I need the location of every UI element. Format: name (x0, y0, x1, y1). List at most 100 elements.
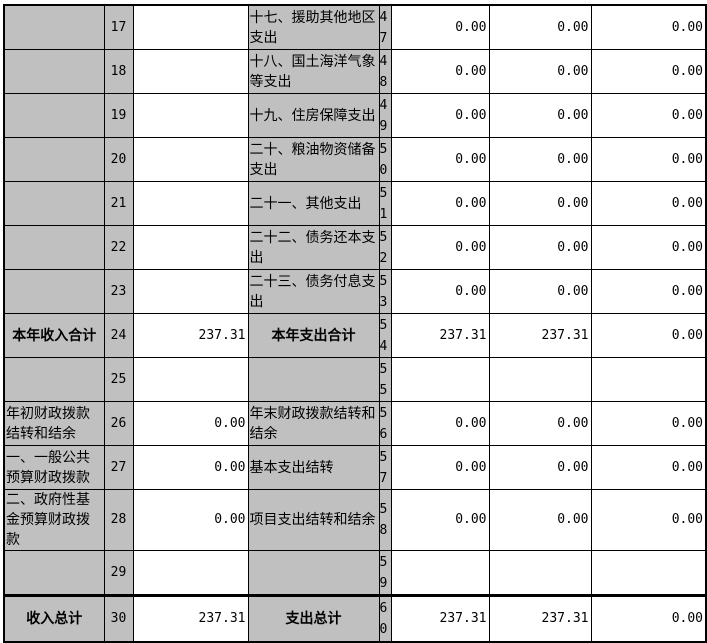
expense-row-number: 57 (378, 445, 392, 490)
income-row-number: 17 (103, 4, 134, 50)
expense-row-number: 47 (378, 4, 392, 50)
expense-item-label: 二十一、其他支出 (247, 181, 380, 226)
income-amount (132, 550, 249, 596)
expense-col3: 0.00 (590, 137, 707, 182)
expense-total: 0.00 (390, 181, 490, 226)
expense-row-number: 60 (378, 594, 392, 643)
expense-col2: 0.00 (488, 49, 592, 94)
expense-item-label: 项目支出结转和结余 (247, 489, 380, 551)
expense-total: 0.00 (390, 225, 490, 270)
expense-col2: 237.31 (488, 313, 592, 358)
income-amount (132, 49, 249, 94)
expense-total: 0.00 (390, 269, 490, 314)
expense-total: 237.31 (390, 594, 490, 643)
income-item-label (3, 269, 105, 314)
table-row: 25 55 (3, 357, 707, 402)
expense-total (390, 550, 490, 596)
income-row-number: 29 (103, 550, 134, 596)
income-amount (132, 181, 249, 226)
expense-row-number: 51 (378, 181, 392, 226)
expense-row-number: 52 (378, 225, 392, 270)
income-amount (132, 137, 249, 182)
income-amount: 237.31 (132, 594, 249, 643)
expense-total: 0.00 (390, 137, 490, 182)
expense-total: 237.31 (390, 313, 490, 358)
income-amount: 0.00 (132, 401, 249, 446)
expense-col3: 0.00 (590, 594, 707, 643)
expense-item-label: 二十、粮油物资储备支出 (247, 137, 380, 182)
income-amount: 0.00 (132, 489, 249, 551)
income-amount (132, 93, 249, 138)
income-row-number: 28 (103, 489, 134, 551)
income-amount (132, 4, 249, 50)
table-row: 年初财政拨款结转和结余 26 0.00 年末财政拨款结转和结余 56 0.00 0.00 0.… (3, 401, 707, 446)
expense-col3: 0.00 (590, 313, 707, 358)
expense-item-label: 十九、住房保障支出 (247, 93, 380, 138)
expense-col2: 0.00 (488, 93, 592, 138)
expense-col2 (488, 357, 592, 402)
table-row: 21 二十一、其他支出 51 0.00 0.00 0.00 (3, 181, 707, 226)
expense-total: 0.00 (390, 445, 490, 490)
expense-col2: 0.00 (488, 4, 592, 50)
expense-col2: 0.00 (488, 181, 592, 226)
income-row-number: 25 (103, 357, 134, 402)
expense-row-number: 55 (378, 357, 392, 402)
expense-row-number: 48 (378, 49, 392, 94)
income-amount: 0.00 (132, 445, 249, 490)
expense-total: 0.00 (390, 93, 490, 138)
table-row: 20 二十、粮油物资储备支出 50 0.00 0.00 0.00 (3, 137, 707, 182)
expense-col2: 0.00 (488, 401, 592, 446)
income-row-number: 26 (103, 401, 134, 446)
income-amount (132, 225, 249, 270)
expense-item-label (247, 550, 380, 596)
income-row-number: 21 (103, 181, 134, 226)
expense-row-number: 50 (378, 137, 392, 182)
expense-item-label: 十八、国土海洋气象等支出 (247, 49, 380, 94)
income-amount: 237.31 (132, 313, 249, 358)
expense-col2: 0.00 (488, 137, 592, 182)
income-row-number: 18 (103, 49, 134, 94)
expense-col3: 0.00 (590, 445, 707, 490)
table-row: 23 二十三、债务付息支出 53 0.00 0.00 0.00 (3, 269, 707, 314)
income-amount (132, 357, 249, 402)
expense-total: 0.00 (390, 489, 490, 551)
expense-item-label (247, 357, 380, 402)
income-item-label (3, 181, 105, 226)
expense-col3: 0.00 (590, 4, 707, 50)
income-item-label (3, 93, 105, 138)
income-item-label: 本年收入合计 (3, 313, 105, 358)
table-row: 29 59 (3, 550, 707, 596)
income-item-label (3, 225, 105, 270)
expense-col3 (590, 550, 707, 596)
income-row-number: 22 (103, 225, 134, 270)
expense-row-number: 58 (378, 489, 392, 551)
expense-item-label: 年末财政拨款结转和结余 (247, 401, 380, 446)
table-row: 17 十七、援助其他地区支出 47 0.00 0.00 0.00 (3, 4, 707, 50)
income-item-label: 二、政府性基金预算财政拨款 (3, 489, 105, 551)
income-row-number: 30 (103, 594, 134, 643)
table-row: 18 十八、国土海洋气象等支出 48 0.00 0.00 0.00 (3, 49, 707, 94)
expense-col2: 237.31 (488, 594, 592, 643)
expense-item-label: 二十二、债务还本支出 (247, 225, 380, 270)
table-row: 一、一般公共预算财政拨款 27 0.00 基本支出结转 57 0.00 0.00 0.00 (3, 445, 707, 490)
expense-col3: 0.00 (590, 49, 707, 94)
expense-total (390, 357, 490, 402)
income-row-number: 19 (103, 93, 134, 138)
expense-col2: 0.00 (488, 445, 592, 490)
expense-col3 (590, 357, 707, 402)
income-item-label (3, 137, 105, 182)
expense-col3: 0.00 (590, 93, 707, 138)
table-row: 收入总计 30 237.31 支出总计 60 237.31 237.31 0.00 (3, 594, 707, 643)
income-row-number: 23 (103, 269, 134, 314)
income-row-number: 20 (103, 137, 134, 182)
income-item-label (3, 49, 105, 94)
expense-col3: 0.00 (590, 269, 707, 314)
income-item-label: 一、一般公共预算财政拨款 (3, 445, 105, 490)
expense-row-number: 49 (378, 93, 392, 138)
expense-col2: 0.00 (488, 269, 592, 314)
expense-item-label: 支出总计 (247, 594, 380, 643)
expense-row-number: 54 (378, 313, 392, 358)
income-item-label: 收入总计 (3, 594, 105, 643)
expense-row-number: 56 (378, 401, 392, 446)
expense-col3: 0.00 (590, 401, 707, 446)
